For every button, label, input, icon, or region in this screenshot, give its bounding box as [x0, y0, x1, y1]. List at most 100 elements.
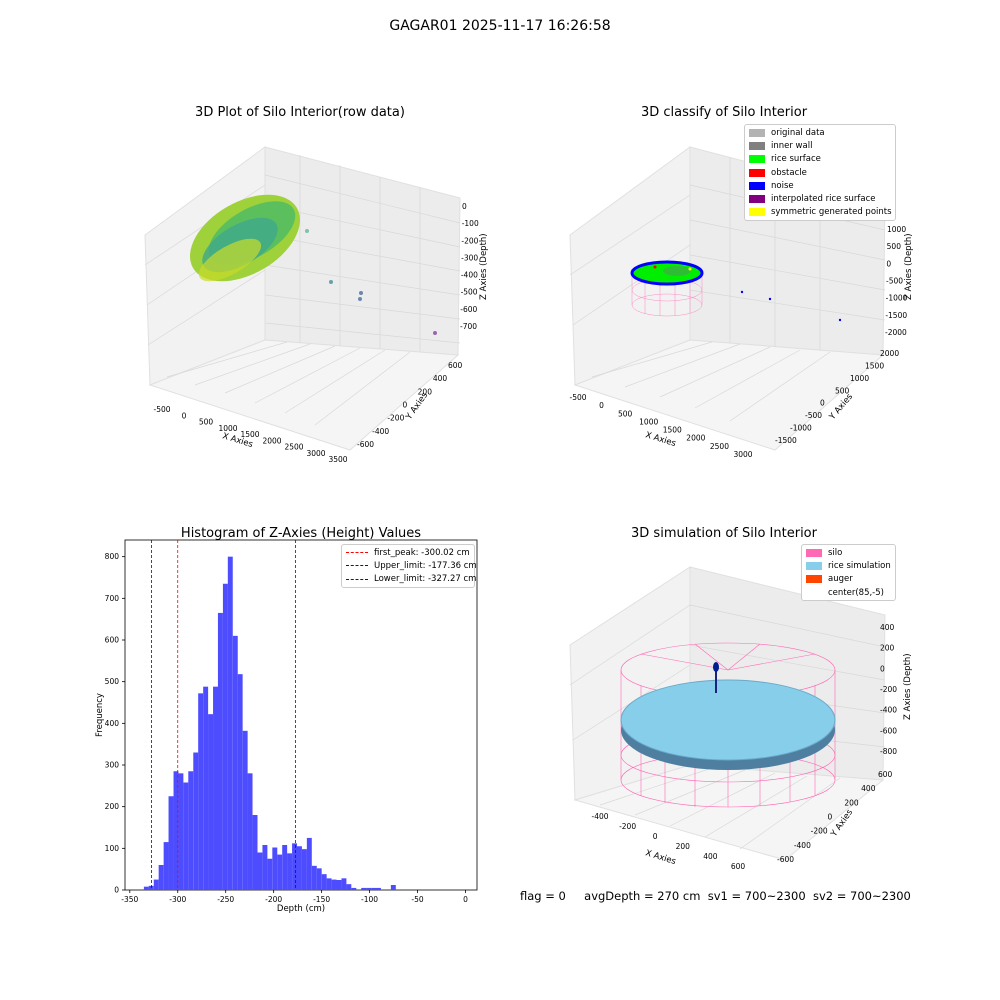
classify-z-tick-label: -1500 [885, 311, 907, 320]
raw-3d-panel: 3D Plot of Silo Interior(row data) -500 0 [144, 105, 489, 464]
simulation-y-tick-label: 400 [861, 784, 876, 793]
raw-x-tick-label: 1000 [218, 424, 237, 433]
histogram-bar [193, 752, 199, 890]
classify-x-tick-label: -500 [569, 393, 586, 402]
classify-x-tick-label: 1500 [663, 426, 682, 435]
histogram-y-tick-label: 0 [114, 886, 119, 895]
histogram-bar [366, 887, 372, 890]
histogram-bar [232, 635, 238, 890]
figure-title: GAGAR01 2025-11-17 16:26:58 [389, 18, 611, 34]
classify-z-label: Z Axies (Depth) [904, 233, 914, 300]
status-sv2: sv2 = 700~2300 [812, 889, 911, 903]
histogram-bar [247, 773, 253, 890]
histogram-bar [213, 686, 218, 890]
simulation-legend-item: silo [802, 546, 895, 559]
raw-y-tick-label: -600 [357, 440, 374, 449]
histogram-y-label: Frequency [95, 693, 105, 737]
histogram-bar [203, 686, 209, 890]
simulation-z-tick-label: 200 [880, 644, 895, 653]
histogram-bar [287, 853, 293, 890]
classify-y-tick-label: 0 [820, 399, 825, 408]
histogram-bar [262, 845, 268, 890]
histogram-legend-item: Upper_limit: -177.36 cm [342, 559, 477, 572]
classify-z-tick-label: 500 [887, 242, 902, 251]
simulation-x-label: X Axies [644, 848, 677, 867]
rice-simulation-surface [620, 679, 836, 770]
histogram-bar [198, 693, 204, 890]
histogram-bar [237, 674, 243, 890]
simulation-y-tick-label: 600 [878, 770, 893, 779]
classify-legend-label: interpolated rice surface [771, 194, 876, 205]
simulation-z-label: Z Axies (Depth) [903, 653, 913, 720]
histogram-bar [188, 771, 194, 890]
histogram-legend-item: first_peak: -300.02 cm [342, 546, 474, 559]
histogram-y-tick-label: 700 [105, 594, 120, 603]
classify-legend-swatch [749, 128, 765, 137]
histogram-bar [163, 842, 169, 890]
classify-legend-label: inner wall [771, 140, 813, 151]
histogram-bar [183, 782, 189, 890]
histogram-bar [361, 887, 367, 890]
classify-x-tick-label: 2500 [710, 442, 729, 451]
classify-y-tick-label: 2000 [880, 349, 899, 358]
raw-y-tick-label: -200 [387, 414, 404, 423]
classify-z-tick-label: -1000 [886, 294, 908, 303]
classify-legend-swatch [749, 208, 765, 217]
histogram-bar [252, 815, 258, 890]
simulation-y-tick-label: -400 [794, 841, 811, 850]
histogram-legend-swatch [346, 565, 368, 567]
simulation-x-tick-label: -400 [591, 812, 608, 821]
classify-legend-label: rice surface [771, 154, 821, 165]
histogram-bar [217, 612, 223, 890]
simulation-x-tick-label: 600 [731, 862, 746, 871]
simulation-y-tick-label: -200 [811, 827, 828, 836]
histogram-bar [311, 865, 317, 890]
simulation-x-tick-label: 0 [653, 832, 658, 841]
histogram-bar [351, 887, 357, 890]
histogram-bar [153, 879, 159, 890]
classify-legend-swatch [749, 155, 765, 164]
classify-legend-label: symmetric generated points [771, 207, 892, 218]
simulation-legend-label: rice simulation [828, 560, 891, 571]
status-sv1: sv1 = 700~2300 [707, 889, 806, 903]
histogram-bar [306, 837, 312, 890]
histogram-bar [168, 796, 174, 890]
raw-z-tick-label: 0 [462, 202, 467, 211]
histogram-x-tick-label: -50 [411, 895, 423, 904]
histogram-x-tick-label: -350 [121, 895, 138, 904]
classify-legend-item: obstacle [745, 166, 895, 179]
raw-y-tick-label: 0 [403, 401, 408, 410]
histogram-y-tick-label: 300 [105, 761, 120, 770]
histogram-legend-label: Lower_limit: -327.27 cm [374, 574, 477, 585]
classify-legend-swatch [749, 195, 765, 204]
raw-x-tick-label: -500 [153, 405, 170, 414]
simulation-legend-swatch [806, 561, 822, 570]
histogram-bar [222, 583, 228, 890]
raw-x-tick-label: 3500 [328, 455, 347, 464]
histogram-x-tick-label: -300 [169, 895, 186, 904]
histogram-x-label: Depth (cm) [277, 904, 325, 914]
classify-x-tick-label: 1000 [639, 417, 658, 426]
histogram-bar [178, 773, 184, 890]
simulation-legend: silo rice simulation auger center(85,-5) [801, 544, 896, 602]
classify-z-tick-label: -500 [886, 277, 903, 286]
histogram-panel: Histogram of Z-Axies (Height) Values -35… [95, 526, 478, 914]
simulation-y-tick-label: 0 [828, 813, 833, 822]
classify-point-cloud [630, 260, 842, 322]
raw-x-tick-label: 500 [199, 418, 214, 427]
raw-x-tick-label: 0 [182, 411, 187, 420]
simulation-z-tick-label: 0 [880, 664, 885, 673]
classify-z-tick-label: -2000 [885, 328, 907, 337]
histogram-x-tick-label: -200 [265, 895, 282, 904]
histogram-bar [331, 879, 337, 890]
classify-x-tick-label: 3000 [733, 450, 752, 459]
histogram-bar [296, 846, 302, 890]
histogram-legend-item: Lower_limit: -327.27 cm [342, 573, 477, 586]
simulation-z-tick-label: -800 [880, 747, 897, 756]
simulation-z-tick-label: -400 [880, 706, 897, 715]
raw-y-tick-label: 200 [418, 387, 433, 396]
classify-legend-item: rice surface [745, 153, 895, 166]
simulation-x-ticks: -400 -200 0 200 400 600 [591, 812, 745, 871]
histogram-bar [272, 847, 278, 890]
raw-x-tick-label: 1500 [240, 430, 259, 439]
